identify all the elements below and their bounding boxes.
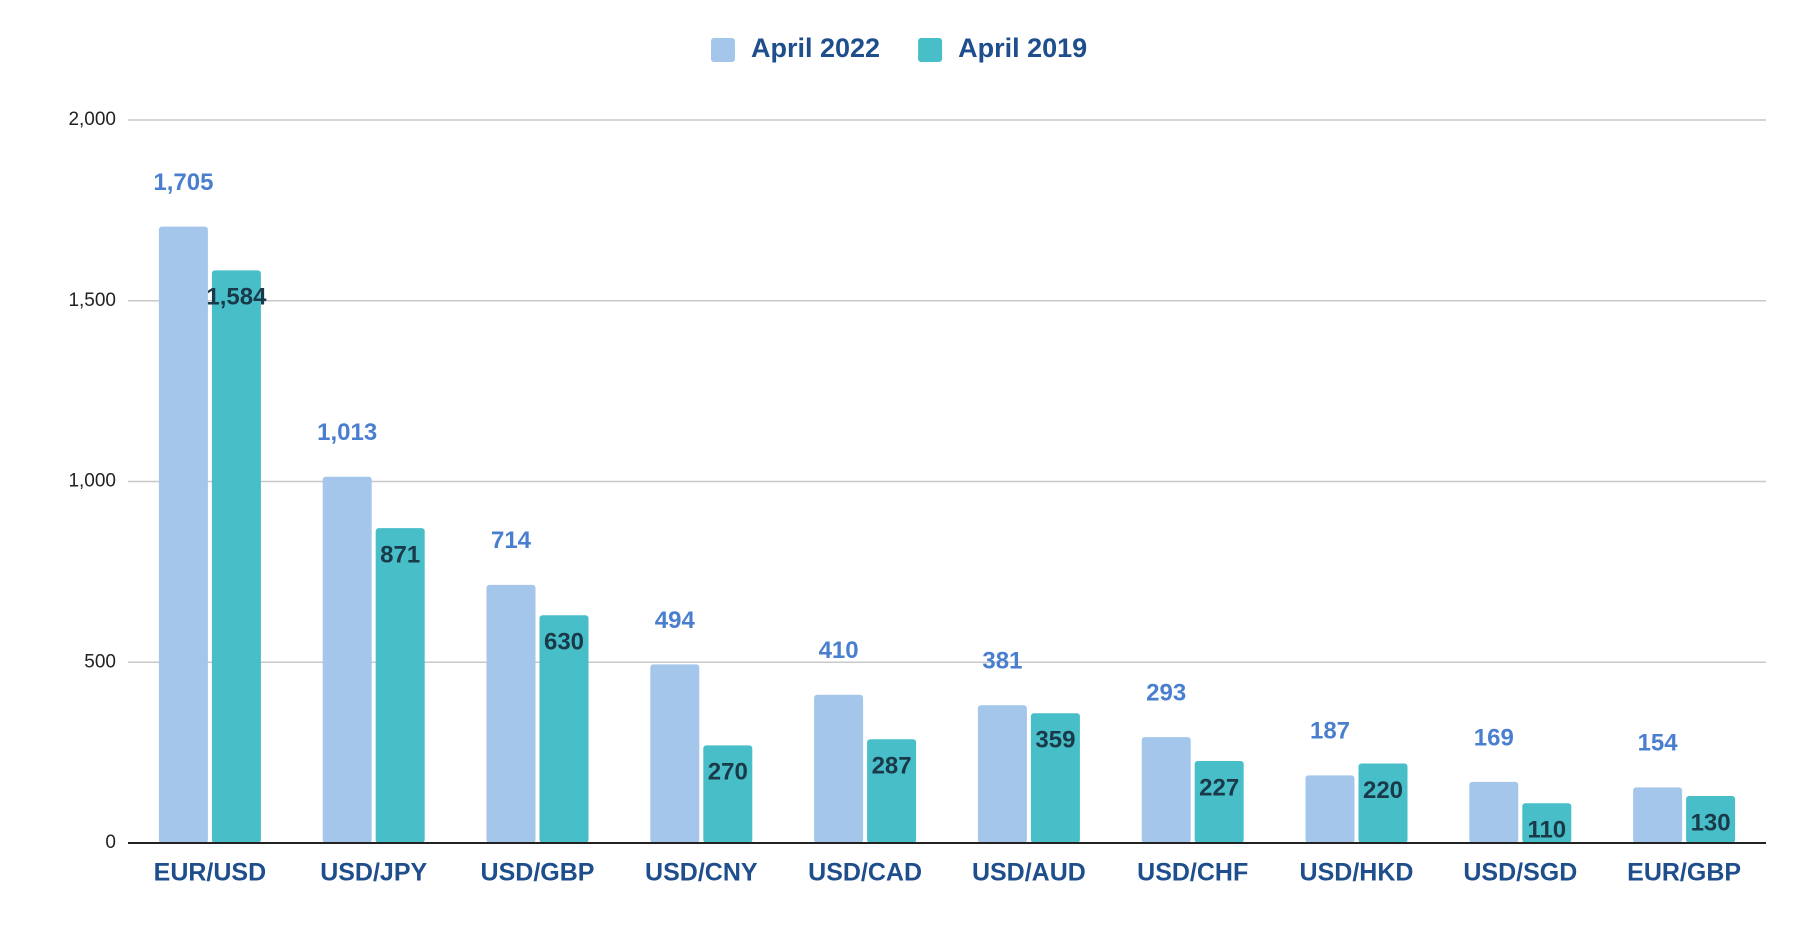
bar — [814, 694, 864, 843]
value-label: 220 — [1363, 777, 1403, 804]
x-tick-label: USD/CHF — [1137, 859, 1248, 887]
y-tick-label: 2,000 — [68, 109, 116, 130]
bar — [375, 528, 425, 843]
value-label: 1,013 — [317, 419, 377, 446]
x-tick-label: USD/JPY — [320, 859, 427, 887]
bar — [1633, 787, 1683, 843]
x-tick-label: USD/CAD — [808, 859, 922, 887]
value-label: 1,705 — [153, 169, 213, 196]
value-label: 130 — [1691, 809, 1731, 836]
bar — [1358, 763, 1408, 843]
bar — [703, 745, 753, 843]
bar — [867, 739, 917, 843]
value-label: 630 — [544, 629, 584, 656]
x-tick-label: USD/SGD — [1463, 859, 1577, 887]
x-tick-label: EUR/USD — [154, 859, 267, 887]
bar — [539, 615, 589, 843]
bar — [1141, 737, 1191, 843]
value-label: 494 — [655, 607, 696, 634]
bar — [1469, 781, 1519, 843]
value-label: 293 — [1146, 679, 1186, 706]
bar — [486, 584, 536, 843]
bar — [322, 476, 372, 843]
bar — [977, 705, 1027, 843]
x-tick-label: USD/HKD — [1300, 859, 1414, 887]
bar — [1194, 760, 1244, 843]
x-tick-label: USD/AUD — [972, 859, 1086, 887]
value-label: 169 — [1474, 724, 1514, 751]
value-label: 410 — [819, 637, 859, 664]
bar — [1305, 775, 1355, 843]
bar — [1686, 796, 1736, 843]
y-tick-label: 1,000 — [68, 471, 116, 492]
value-label: 187 — [1310, 718, 1350, 745]
legend-swatch — [711, 38, 735, 62]
value-label: 287 — [872, 753, 912, 780]
value-label: 110 — [1527, 817, 1566, 844]
value-label: 871 — [380, 541, 420, 568]
bar — [158, 226, 208, 843]
value-label: 154 — [1638, 730, 1679, 757]
y-tick-label: 500 — [84, 651, 116, 672]
bar — [211, 270, 261, 843]
bar — [1522, 803, 1572, 843]
y-tick-label: 0 — [105, 832, 116, 853]
value-label: 270 — [708, 759, 748, 786]
x-tick-label: EUR/GBP — [1627, 859, 1741, 887]
y-tick-label: 1,500 — [68, 290, 116, 311]
bar — [650, 664, 700, 843]
legend-swatch — [918, 38, 943, 62]
legend-label: April 2019 — [958, 33, 1087, 63]
value-label: 359 — [1035, 727, 1075, 754]
bar — [1030, 713, 1080, 843]
value-label: 227 — [1199, 774, 1239, 801]
value-label: 714 — [491, 527, 532, 554]
x-tick-label: USD/CNY — [645, 859, 758, 887]
value-label: 381 — [982, 648, 1022, 675]
x-tick-label: USD/GBP — [481, 859, 595, 887]
legend-label: April 2022 — [751, 33, 880, 63]
value-label: 1,584 — [206, 284, 267, 311]
